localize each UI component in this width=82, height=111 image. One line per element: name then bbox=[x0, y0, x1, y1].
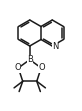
Text: N: N bbox=[52, 42, 58, 51]
Text: O: O bbox=[38, 63, 45, 72]
Text: B: B bbox=[27, 55, 33, 64]
Text: O: O bbox=[15, 63, 21, 72]
